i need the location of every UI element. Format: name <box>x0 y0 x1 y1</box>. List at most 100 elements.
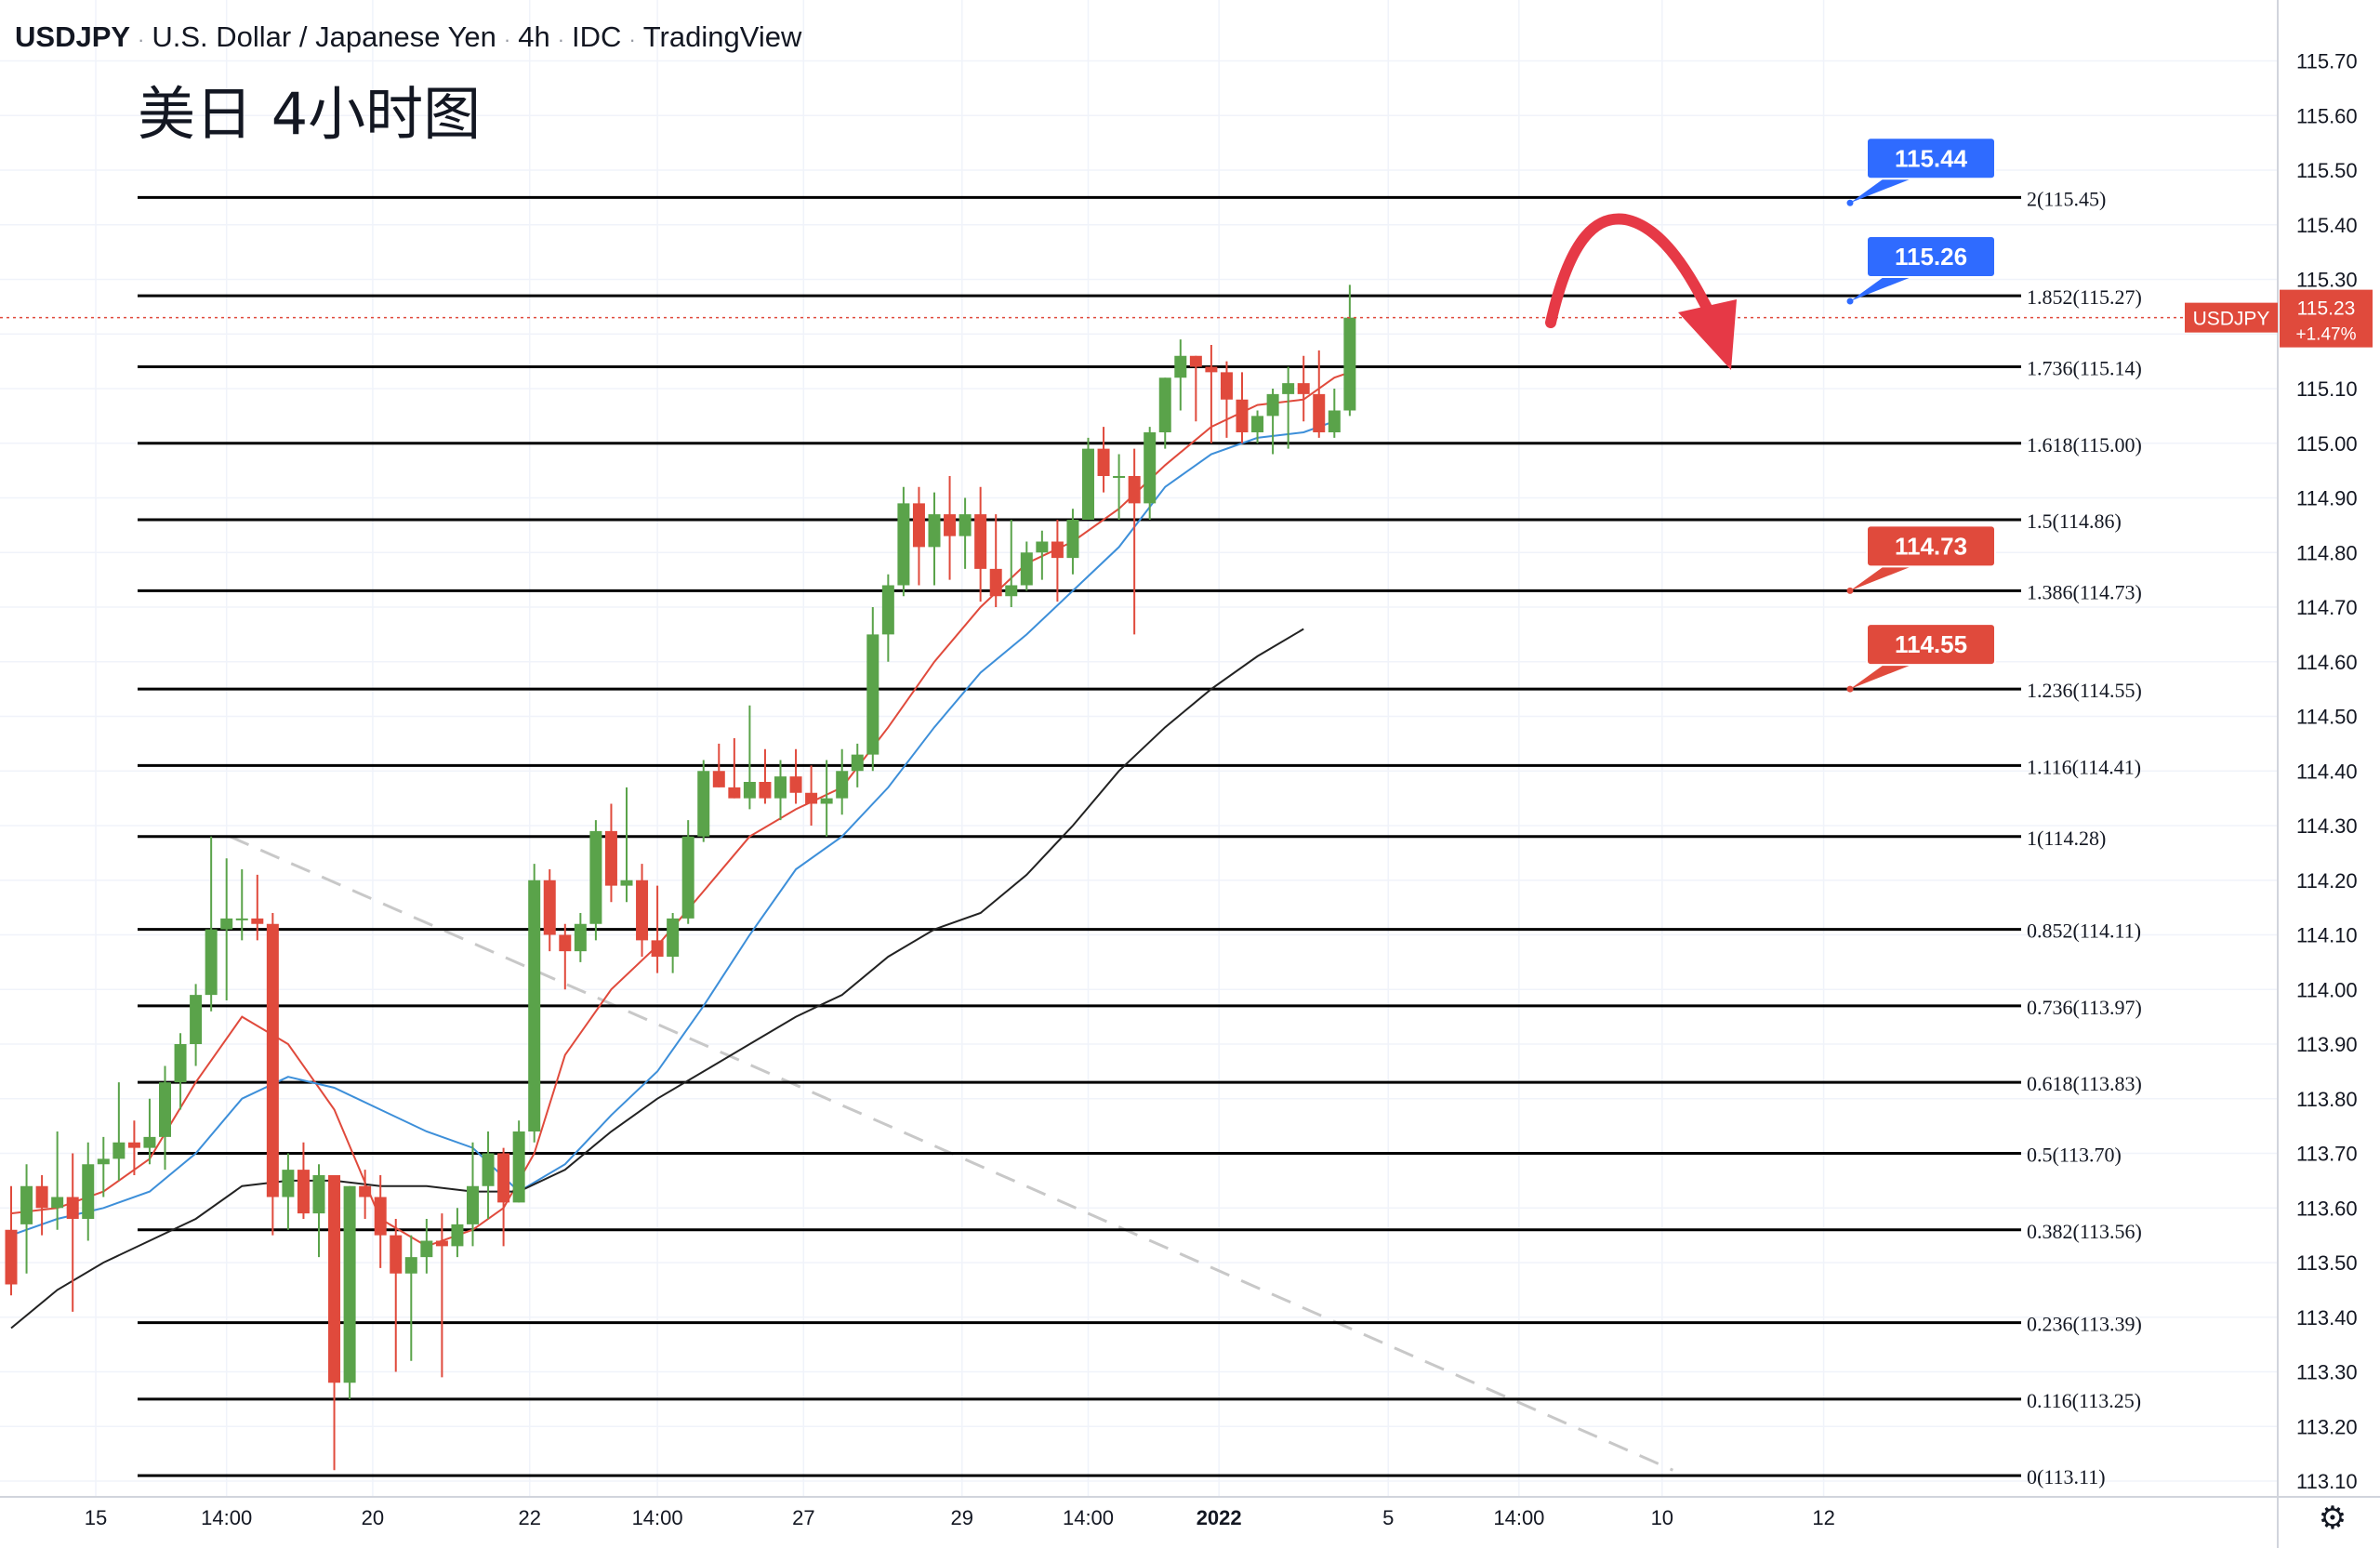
callout-box <box>1866 137 1996 180</box>
candle-body <box>574 923 587 952</box>
candle-body <box>1343 317 1356 411</box>
overlay-title: 美日 4小时图 <box>138 80 482 148</box>
candle <box>589 820 602 941</box>
candle-body <box>712 771 725 787</box>
candle <box>1158 377 1171 449</box>
fib-level-label: 1.736(115.14) <box>2027 357 2142 380</box>
candle <box>1051 520 1064 602</box>
fib-level-label: 0.618(113.83) <box>2027 1072 2142 1095</box>
candle <box>420 1219 433 1274</box>
price-tick-label: 113.80 <box>2296 1088 2358 1111</box>
candle-body <box>220 918 233 930</box>
candle <box>112 1082 126 1181</box>
candle-body <box>1189 355 1202 367</box>
candle <box>435 1213 448 1378</box>
candle-body <box>5 1229 18 1285</box>
candle <box>82 1142 95 1241</box>
candle <box>667 913 680 973</box>
candle-body <box>51 1197 64 1209</box>
candle-body <box>374 1197 387 1236</box>
candle-body <box>589 830 602 924</box>
candle <box>343 1185 356 1399</box>
time-tick-label: 14:00 <box>201 1506 252 1529</box>
candle-body <box>1020 552 1033 586</box>
time-tick-label: 29 <box>951 1506 973 1529</box>
ma-line-slow <box>10 628 1304 1330</box>
candle-body <box>1005 585 1018 597</box>
candle-body <box>20 1185 33 1224</box>
candle-body <box>159 1082 171 1137</box>
fib-level-label: 0.236(113.39) <box>2027 1313 2142 1336</box>
candle <box>681 820 694 924</box>
interval: 4h <box>518 20 550 53</box>
price-tick-label: 113.60 <box>2296 1197 2358 1220</box>
candle-body <box>1097 448 1110 476</box>
candle-body <box>912 503 925 548</box>
callout-text: 114.55 <box>1895 630 1967 658</box>
gear-icon[interactable]: ⚙ <box>2318 1501 2347 1536</box>
candle <box>1066 509 1079 575</box>
candle-body <box>866 634 879 755</box>
callout-anchor-dot <box>1846 298 1854 305</box>
fib-level-label: 0.852(114.11) <box>2027 920 2141 943</box>
price-tick-label: 114.10 <box>2296 924 2358 947</box>
callout-box <box>1866 235 1996 278</box>
candle <box>359 1170 372 1219</box>
candle-body <box>743 782 756 799</box>
candle <box>266 913 279 1236</box>
candle <box>97 1136 110 1197</box>
candle <box>282 1153 295 1230</box>
candle-body <box>97 1158 110 1165</box>
candle <box>959 497 972 569</box>
callout-text: 115.44 <box>1895 144 1968 172</box>
candle <box>1113 454 1126 520</box>
candle <box>1282 366 1295 449</box>
candle-body <box>174 1044 187 1083</box>
candle-body <box>681 836 694 919</box>
candle <box>1220 361 1233 438</box>
price-callout: 115.26 <box>1846 235 1996 305</box>
fibonacci-extension: 0(113.11) 0.116(113.25) 0.236(113.39) 0.382… <box>138 187 2142 1488</box>
candle <box>820 760 833 837</box>
candle-body <box>774 776 787 799</box>
candle-body <box>1082 448 1094 520</box>
arrow-head <box>1678 299 1737 370</box>
fib-level-label: 0.382(113.56) <box>2027 1220 2142 1243</box>
candle <box>251 874 264 941</box>
candle <box>928 492 941 586</box>
candle-body <box>251 918 264 924</box>
time-tick-label: 22 <box>518 1506 540 1529</box>
price-callouts: 115.44 115.26 114.73 114.55 <box>1846 137 1996 693</box>
candle-body <box>944 514 957 536</box>
candle <box>1343 284 1356 417</box>
candle <box>5 1185 18 1296</box>
candle <box>467 1142 479 1247</box>
price-callout: 114.55 <box>1846 623 1996 693</box>
candle <box>35 1175 48 1236</box>
candle-body <box>266 923 279 1197</box>
candle <box>20 1164 33 1274</box>
ma-line-mid <box>10 420 1335 1237</box>
candle <box>944 476 957 580</box>
price-tick-label: 113.50 <box>2296 1251 2358 1275</box>
platform: TradingView <box>642 20 802 53</box>
candle-body <box>282 1170 295 1197</box>
candle <box>497 1147 510 1247</box>
fib-level-label: 1.618(115.00) <box>2027 433 2142 456</box>
candle-body <box>343 1185 356 1383</box>
candle <box>205 836 218 1012</box>
candle-body <box>435 1240 448 1247</box>
candle-body <box>1066 520 1079 559</box>
price-tick-label: 115.00 <box>2296 432 2358 456</box>
candle <box>1236 372 1249 443</box>
price-axis[interactable]: 113.10 113.20 113.30 113.40 113.50 113.60 113.… <box>2296 50 2358 1494</box>
candle <box>759 748 772 804</box>
time-axis[interactable]: 15 14:00 20 22 14:00 27 29 14:00 2022 5 14:00 10 12 <box>85 1506 1835 1529</box>
callout-pointer <box>1850 566 1911 591</box>
candle-body <box>35 1185 48 1209</box>
candle <box>728 738 741 799</box>
candle-body <box>1313 393 1326 432</box>
candle <box>836 748 849 815</box>
candle-body <box>404 1257 417 1274</box>
